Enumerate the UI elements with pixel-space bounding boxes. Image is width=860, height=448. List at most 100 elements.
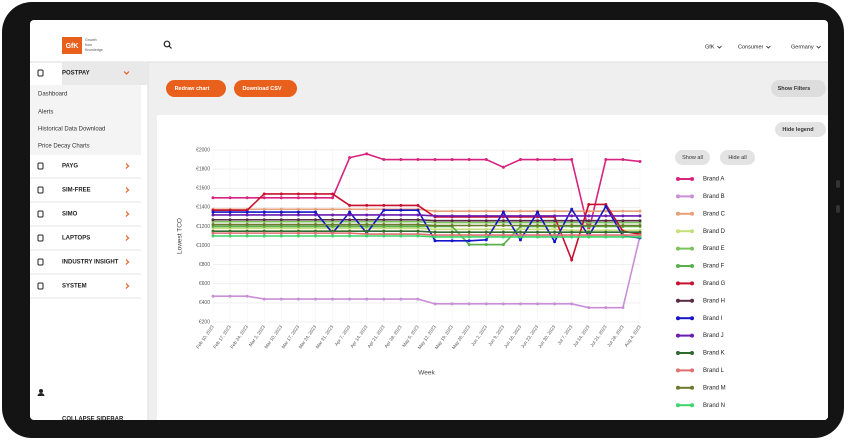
side-button — [836, 205, 840, 213]
data-point — [638, 159, 642, 163]
data-point — [416, 218, 420, 222]
hide-legend-button[interactable] — [775, 122, 826, 137]
data-point — [211, 196, 215, 200]
filters-button[interactable] — [771, 80, 826, 97]
logo: GfK — [66, 43, 79, 50]
menu-item[interactable]: SIMO — [62, 212, 78, 218]
legend-label[interactable]: Brand C — [703, 211, 726, 217]
data-point — [501, 165, 505, 169]
legend-label[interactable]: Brand I — [703, 316, 723, 322]
menu-item[interactable]: PAYG — [62, 164, 78, 170]
data-point — [467, 223, 471, 227]
header-menus: GfK Consumer Germany — [705, 44, 821, 50]
legend-swatch — [690, 229, 694, 234]
menu-item[interactable]: LAPTOPS — [62, 236, 90, 242]
legend-label[interactable]: Brand K — [703, 351, 725, 357]
data-point — [570, 207, 574, 211]
data-point — [536, 214, 540, 218]
download-button[interactable] — [234, 80, 297, 97]
submenu-item[interactable]: Alerts — [38, 110, 53, 116]
data-point — [245, 223, 249, 227]
data-point — [467, 214, 471, 218]
data-point — [399, 234, 403, 238]
user-icon — [37, 393, 45, 396]
data-point — [382, 208, 386, 212]
legend-label[interactable]: Brand G — [703, 281, 726, 287]
data-point — [433, 302, 437, 306]
data-point — [296, 213, 300, 217]
legend-label[interactable]: Brand B — [703, 194, 725, 200]
data-point — [348, 213, 352, 217]
caret — [816, 45, 821, 49]
collapse-sidebar[interactable]: COLLAPSE SIDEBAR — [62, 417, 124, 423]
legend-label[interactable]: Brand L — [703, 368, 725, 374]
y-tick-label: €2000 — [196, 147, 210, 153]
data-point — [484, 238, 488, 242]
tagline: Growth — [85, 38, 97, 42]
series-line — [213, 193, 641, 263]
data-point — [313, 231, 317, 235]
legend-label[interactable]: Brand H — [703, 298, 725, 304]
data-point — [313, 213, 317, 217]
header-menu[interactable]: Consumer — [738, 44, 764, 50]
data-point — [296, 218, 300, 222]
data-point — [313, 223, 317, 227]
legend-label[interactable]: Brand A — [703, 177, 724, 183]
data-point — [348, 234, 352, 238]
legend-swatch — [676, 351, 680, 355]
submenu-item[interactable]: Price Decay Charts — [38, 144, 90, 150]
legend-label[interactable]: Brand F — [703, 264, 725, 270]
legend-label[interactable]: Brand J — [703, 333, 724, 339]
data-point — [313, 210, 317, 214]
data-point — [553, 235, 557, 239]
data-point — [382, 218, 386, 222]
data-point — [518, 219, 522, 223]
header-menu[interactable]: GfK — [705, 44, 715, 50]
submenu-item[interactable]: Dashboard — [38, 92, 67, 98]
show-all-button[interactable] — [675, 150, 710, 165]
data-point — [262, 210, 266, 214]
hide-all-button[interactable] — [720, 150, 755, 165]
header-menu[interactable]: Germany — [791, 44, 814, 50]
data-point — [399, 208, 403, 212]
chevron — [125, 283, 130, 289]
data-point — [501, 223, 505, 227]
data-point — [262, 192, 266, 196]
data-point — [621, 158, 625, 162]
data-point — [484, 223, 488, 227]
menu-item[interactable]: SYSTEM — [62, 284, 87, 290]
redraw-button[interactable] — [166, 80, 226, 97]
data-point — [279, 231, 283, 235]
menu-item[interactable]: POSTPAY — [62, 71, 90, 77]
submenu-item[interactable]: Historical Data Download — [38, 127, 105, 133]
menu-icon — [37, 258, 44, 266]
legend-label[interactable]: Brand M — [703, 385, 726, 391]
data-point — [296, 207, 300, 211]
search-icon[interactable] — [163, 40, 171, 48]
data-point — [484, 243, 488, 247]
y-tick-label: €1200 — [196, 224, 210, 230]
data-point — [331, 223, 335, 227]
data-point — [296, 192, 300, 196]
data-point — [450, 239, 454, 243]
legend-swatch — [676, 211, 680, 216]
data-point — [553, 214, 557, 218]
data-point — [553, 209, 557, 213]
legend-swatch — [690, 211, 694, 216]
data-point — [433, 214, 437, 218]
download-label: Download CSV — [242, 86, 281, 92]
data-point — [467, 230, 471, 234]
legend-swatch — [676, 264, 680, 268]
data-point — [621, 306, 625, 310]
data-point — [211, 218, 215, 222]
series-line — [213, 235, 641, 309]
legend-label[interactable]: Brand N — [703, 403, 725, 409]
menu-item[interactable]: INDUSTRY INSIGHT — [62, 260, 119, 266]
legend-label[interactable]: Brand E — [703, 246, 725, 252]
legend-label[interactable]: Brand D — [703, 229, 726, 235]
data-point — [296, 223, 300, 227]
y-tick-label: €400 — [199, 300, 210, 306]
data-point — [382, 234, 386, 238]
data-point — [313, 192, 317, 196]
menu-item[interactable]: SIM-FREE — [62, 188, 91, 194]
